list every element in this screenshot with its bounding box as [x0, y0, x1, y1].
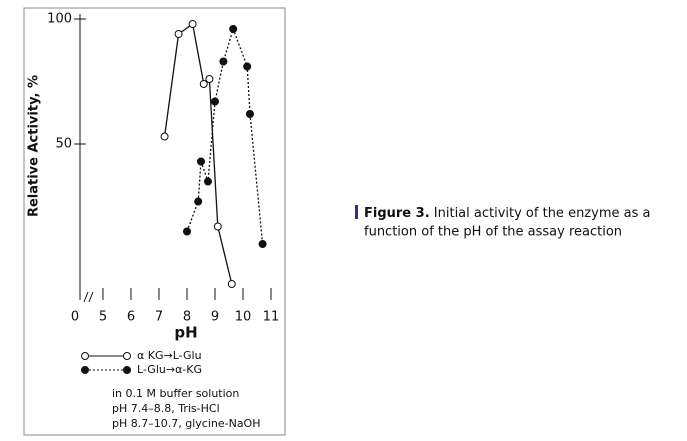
- data-point: [194, 197, 203, 206]
- legend-label: L-Glu→α-KG: [137, 363, 202, 376]
- note: pH 8.7–10.7, glycine-NaOH: [112, 417, 261, 430]
- axis-break: [88, 291, 94, 303]
- data-point: [227, 280, 236, 288]
- data-point: [199, 80, 208, 88]
- x-tick-label: 9: [211, 310, 219, 325]
- data-point: [182, 227, 191, 236]
- data-point: [243, 62, 252, 71]
- x-tick-label: 6: [127, 310, 135, 325]
- y-tick-label: 50: [55, 137, 72, 152]
- note: pH 7.4–8.8, Tris-HCl: [112, 402, 220, 415]
- caption-bar: [355, 205, 358, 219]
- data-point: [203, 177, 212, 186]
- x-tick-label: 7: [155, 310, 163, 325]
- x-axis-label: pH: [174, 324, 197, 342]
- caption-label: Figure 3.: [364, 206, 430, 221]
- caption-text: function of the pH of the assay reaction: [364, 225, 622, 240]
- data-point: [205, 75, 214, 83]
- axis-break: [83, 291, 89, 303]
- legend-marker: [81, 352, 89, 360]
- legend-label: α KG→L-Glu: [137, 349, 202, 362]
- data-point: [196, 157, 205, 166]
- data-point: [219, 57, 228, 66]
- data-point: [174, 30, 183, 38]
- x-tick-label: 5: [99, 310, 107, 325]
- caption-text: Initial activity of the enzyme as a: [434, 206, 651, 221]
- note: in 0.1 M buffer solution: [112, 387, 239, 400]
- data-point: [258, 240, 267, 248]
- data-point: [245, 110, 254, 118]
- caption-line: Figure 3. Initial activity of the enzyme…: [364, 206, 650, 221]
- data-point: [160, 132, 169, 141]
- x-tick-label: 8: [183, 310, 191, 325]
- x-tick-label: 11: [263, 310, 280, 325]
- legend-marker: [123, 366, 131, 374]
- legend-marker: [81, 366, 89, 374]
- data-point: [188, 20, 197, 28]
- legend-marker: [123, 352, 131, 360]
- y-tick-label: 100: [47, 12, 72, 27]
- figure-frame: [23, 7, 286, 436]
- data-point: [229, 25, 238, 33]
- x-tick-label: 10: [235, 310, 252, 325]
- axis-break-label: 0: [71, 310, 79, 325]
- data-point: [210, 97, 219, 106]
- y-axis-label: Relative Activity, %: [27, 75, 42, 217]
- series-line: [186, 26, 264, 245]
- data-point: [213, 222, 222, 231]
